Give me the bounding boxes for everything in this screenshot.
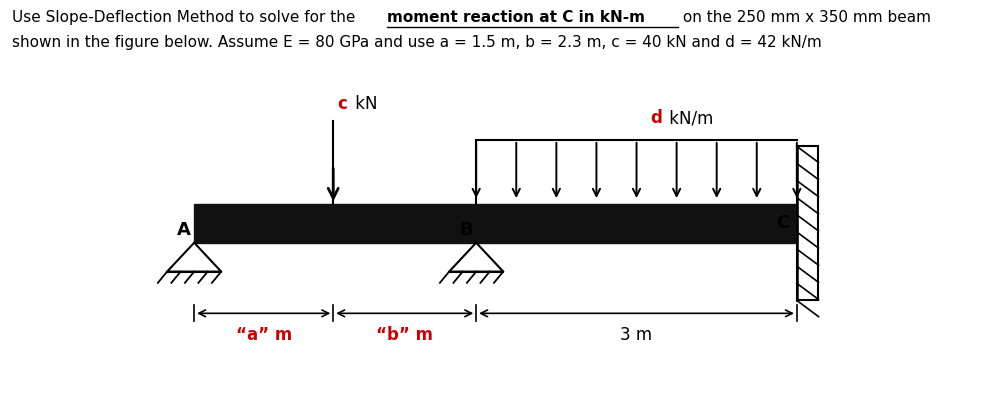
Text: 3 m: 3 m xyxy=(620,326,653,344)
Text: C: C xyxy=(776,214,790,232)
Bar xyxy=(194,204,797,243)
Text: “b” m: “b” m xyxy=(376,326,434,344)
Text: on the 250 mm x 350 mm beam: on the 250 mm x 350 mm beam xyxy=(678,10,931,25)
Text: A: A xyxy=(177,221,191,239)
Text: kN: kN xyxy=(350,95,378,113)
Text: B: B xyxy=(460,221,474,239)
Text: moment reaction at C in kN-m: moment reaction at C in kN-m xyxy=(387,10,645,25)
Text: kN/m: kN/m xyxy=(664,109,713,127)
Text: d: d xyxy=(650,109,662,127)
Polygon shape xyxy=(167,243,221,271)
Polygon shape xyxy=(449,243,503,271)
Text: shown in the figure below. Assume E = 80 GPa and use a = 1.5 m, b = 2.3 m, c = 4: shown in the figure below. Assume E = 80… xyxy=(12,35,822,50)
Text: c: c xyxy=(337,95,347,113)
Text: Use Slope-Deflection Method to solve for the: Use Slope-Deflection Method to solve for… xyxy=(12,10,360,25)
Text: “a” m: “a” m xyxy=(235,326,292,344)
Bar xyxy=(797,146,819,301)
